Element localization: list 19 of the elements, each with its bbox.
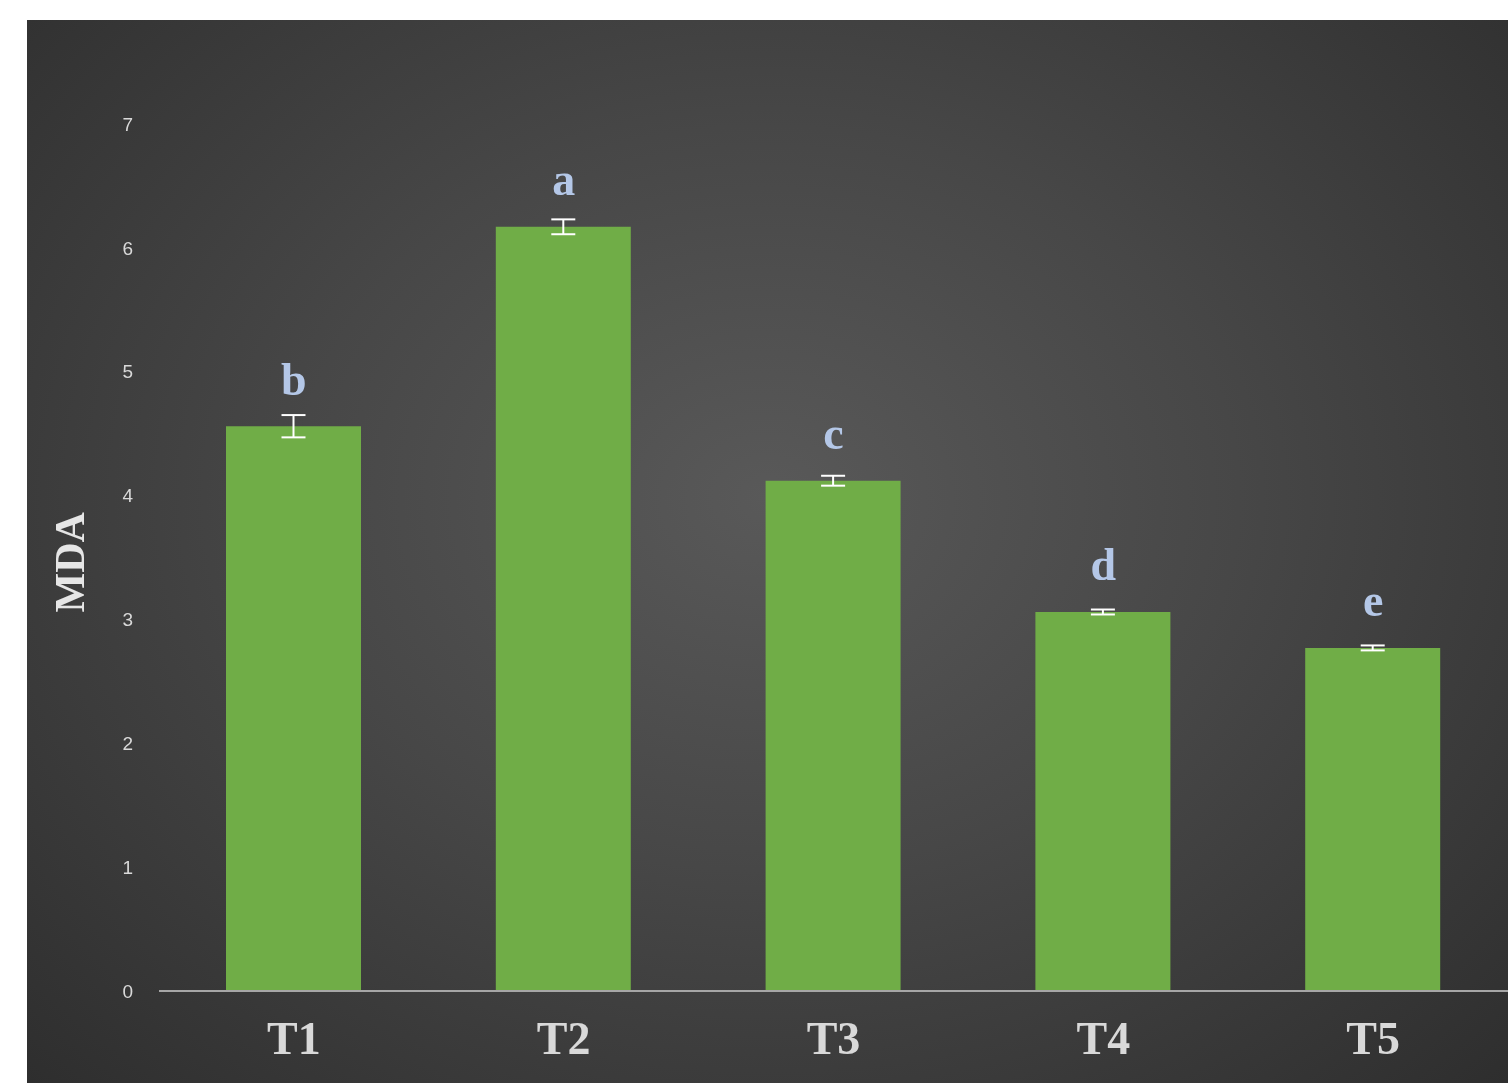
y-tick-label: 1 xyxy=(122,856,133,878)
y-tick-label: 2 xyxy=(122,733,133,755)
annotation: e xyxy=(1362,575,1384,627)
y-tick-label: 5 xyxy=(122,361,133,383)
y-tick-label: 3 xyxy=(122,609,133,631)
x-tick-label: T4 xyxy=(1076,1012,1131,1064)
x-tick-label: T2 xyxy=(536,1012,591,1064)
y-axis-title: MDA xyxy=(46,511,93,613)
x-tick-label: T5 xyxy=(1346,1012,1400,1064)
annotation: c xyxy=(823,408,844,460)
annotation: d xyxy=(1090,539,1117,591)
y-tick-label: 0 xyxy=(122,980,133,1002)
y-tick-label: 4 xyxy=(122,485,134,507)
y-tick-label: 7 xyxy=(122,113,133,135)
x-tick-label: T3 xyxy=(806,1012,861,1064)
x-tick-label: T1 xyxy=(267,1012,321,1064)
annotation: a xyxy=(552,154,576,206)
annotation: b xyxy=(281,353,307,405)
y-tick-label: 6 xyxy=(122,237,133,259)
